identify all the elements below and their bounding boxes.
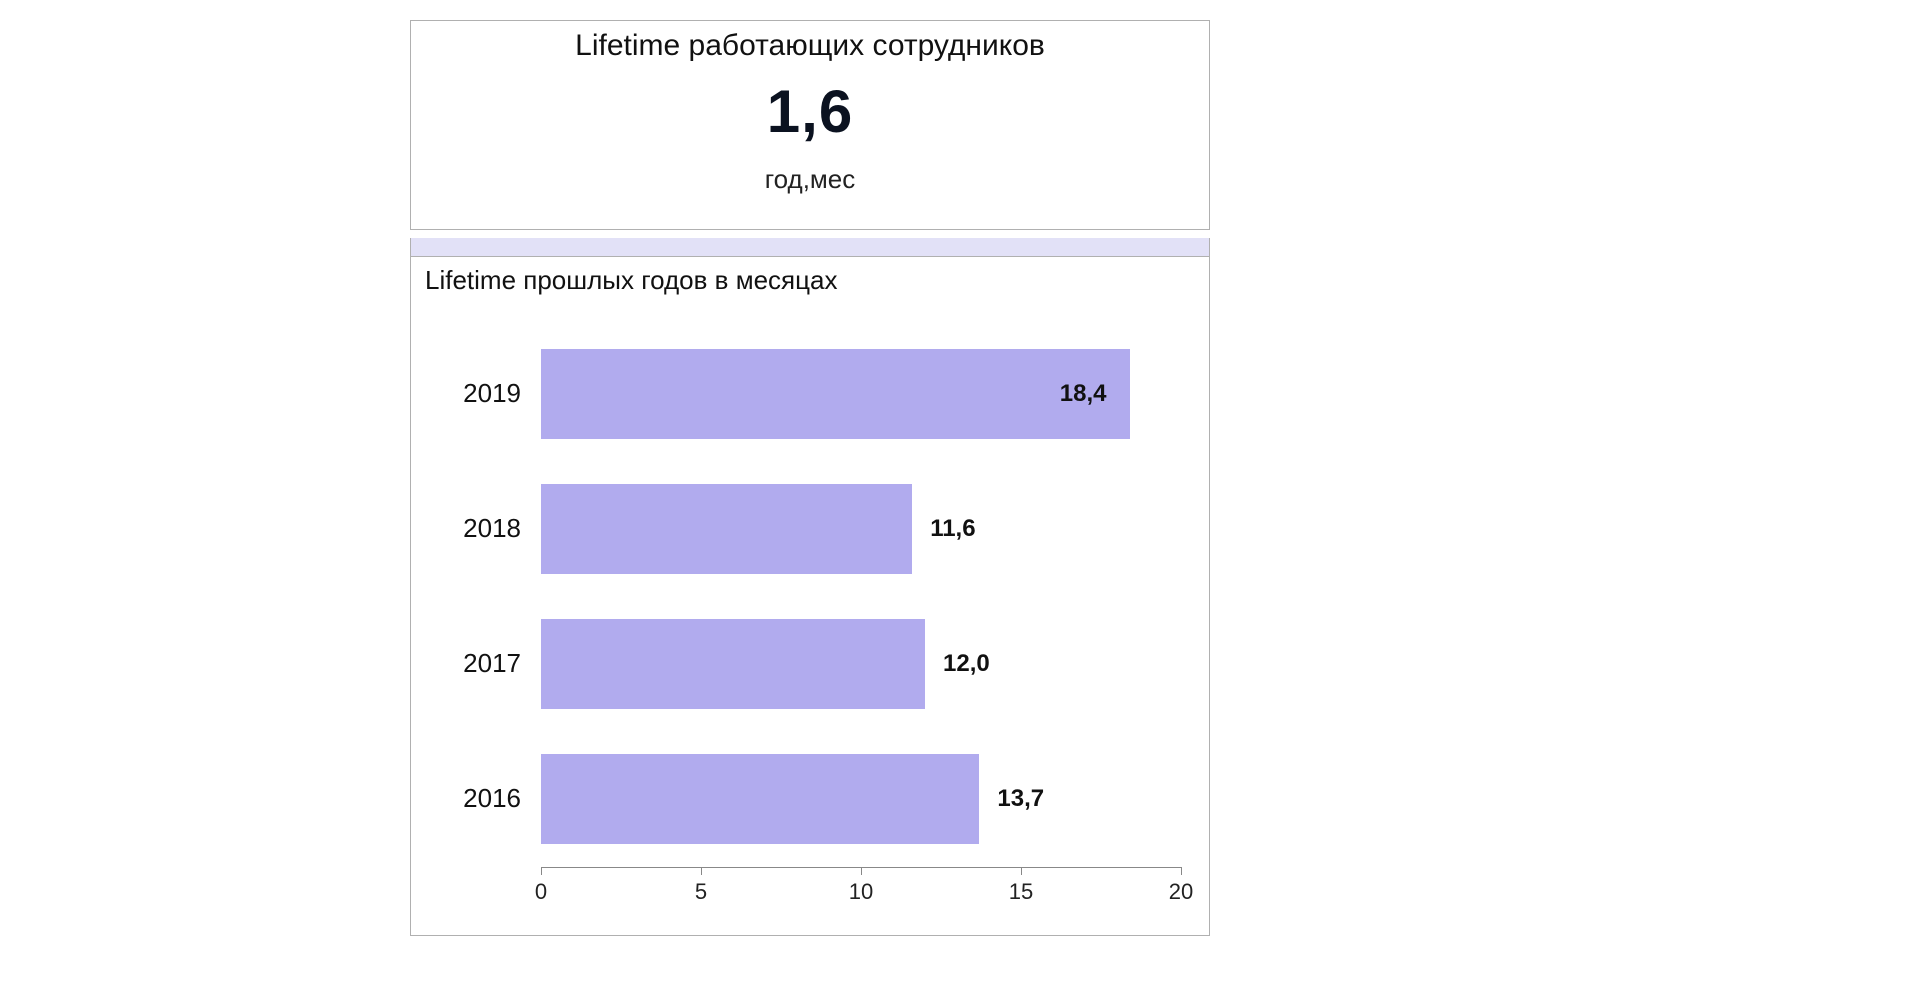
chart-bar xyxy=(541,619,925,709)
kpi-title: Lifetime работающих сотрудников xyxy=(411,29,1209,63)
bar-value-label: 11,6 xyxy=(930,515,975,543)
kpi-value: 1,6 xyxy=(411,77,1209,146)
x-tick-mark xyxy=(1021,867,1022,875)
stage: Lifetime работающих сотрудников 1,6 год,… xyxy=(0,0,1920,1008)
chart-bar xyxy=(541,484,912,574)
y-category-label: 2016 xyxy=(421,783,521,814)
kpi-unit: год,мес xyxy=(411,164,1209,195)
x-tick-label: 10 xyxy=(849,879,873,905)
y-category-label: 2018 xyxy=(421,513,521,544)
x-tick-mark xyxy=(701,867,702,875)
panel-separator xyxy=(410,238,1210,256)
history-chart-plot: 201918,4201811,6201712,0201613,705101520 xyxy=(541,327,1181,867)
x-tick-mark xyxy=(861,867,862,875)
x-tick-label: 20 xyxy=(1169,879,1193,905)
x-tick-mark xyxy=(541,867,542,875)
bar-value-label: 13,7 xyxy=(997,785,1044,813)
y-category-label: 2019 xyxy=(421,378,521,409)
x-tick-mark xyxy=(1181,867,1182,875)
x-tick-label: 5 xyxy=(695,879,707,905)
chart-bar xyxy=(541,754,979,844)
y-category-label: 2017 xyxy=(421,648,521,679)
bar-value-label: 12,0 xyxy=(943,650,990,678)
history-chart-title: Lifetime прошлых годов в месяцах xyxy=(425,265,1209,296)
bar-value-label: 18,4 xyxy=(1060,380,1107,408)
x-tick-label: 0 xyxy=(535,879,547,905)
history-chart-card: Lifetime прошлых годов в месяцах 201918,… xyxy=(410,256,1210,936)
x-tick-label: 15 xyxy=(1009,879,1033,905)
chart-bar xyxy=(541,349,1130,439)
kpi-card: Lifetime работающих сотрудников 1,6 год,… xyxy=(410,20,1210,230)
